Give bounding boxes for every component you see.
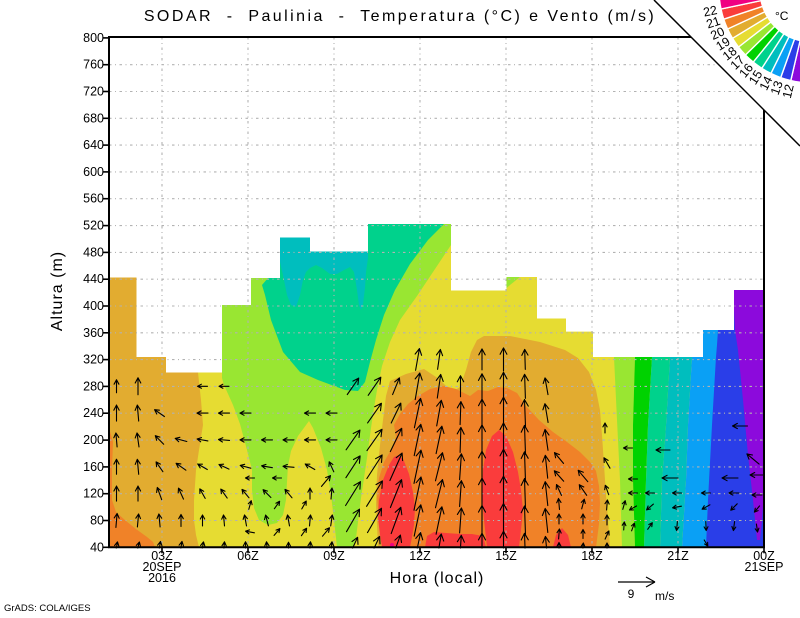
svg-text:15Z: 15Z: [495, 549, 517, 563]
svg-text:360: 360: [83, 326, 104, 340]
svg-text:15: 15: [746, 68, 765, 87]
svg-text:21: 21: [705, 14, 723, 32]
svg-text:9: 9: [628, 587, 635, 601]
svg-text:720: 720: [83, 85, 104, 99]
svg-text:320: 320: [83, 353, 104, 367]
svg-text:16: 16: [736, 61, 756, 81]
svg-text:12Z: 12Z: [409, 549, 431, 563]
svg-text:200: 200: [83, 433, 104, 447]
svg-text:09Z: 09Z: [323, 549, 345, 563]
svg-text:520: 520: [83, 219, 104, 233]
svg-text:600: 600: [83, 165, 104, 179]
svg-text:m/s: m/s: [655, 589, 674, 603]
svg-text:40: 40: [90, 540, 104, 554]
svg-text:20SEP: 20SEP: [143, 560, 182, 574]
svg-text:20: 20: [708, 24, 727, 43]
svg-text:21Z: 21Z: [667, 549, 689, 563]
svg-text:120: 120: [83, 487, 104, 501]
svg-text:18: 18: [720, 44, 740, 64]
svg-text:240: 240: [83, 406, 104, 420]
svg-text:03Z: 03Z: [151, 549, 173, 563]
svg-text:00Z: 00Z: [753, 549, 775, 563]
svg-text:°C: °C: [775, 9, 789, 23]
svg-text:22: 22: [702, 3, 719, 20]
svg-text:13: 13: [768, 79, 786, 97]
svg-text:480: 480: [83, 245, 104, 259]
svg-text:160: 160: [83, 460, 104, 474]
svg-text:19: 19: [714, 34, 733, 53]
svg-text:GrADS: COLA/IGES: GrADS: COLA/IGES: [4, 603, 91, 614]
svg-text:440: 440: [83, 272, 104, 286]
svg-text:280: 280: [83, 379, 104, 393]
svg-text:SODAR - Paulinia - Tempera: SODAR - Paulinia - Temperatura (°C) e Ve…: [144, 8, 656, 25]
svg-text:21SEP: 21SEP: [745, 560, 784, 574]
svg-text:400: 400: [83, 299, 104, 313]
svg-text:80: 80: [90, 514, 104, 528]
svg-text:2016: 2016: [148, 571, 176, 585]
svg-text:760: 760: [83, 58, 104, 72]
svg-text:Altura (m): Altura (m): [49, 251, 66, 331]
svg-text:18Z: 18Z: [581, 549, 603, 563]
svg-text:Hora (local): Hora (local): [390, 570, 485, 587]
svg-text:640: 640: [83, 138, 104, 152]
svg-text:800: 800: [83, 31, 104, 45]
svg-text:06Z: 06Z: [237, 549, 259, 563]
svg-text:12: 12: [780, 83, 797, 100]
svg-text:14: 14: [757, 74, 776, 93]
svg-text:560: 560: [83, 192, 104, 206]
svg-text:680: 680: [83, 111, 104, 125]
